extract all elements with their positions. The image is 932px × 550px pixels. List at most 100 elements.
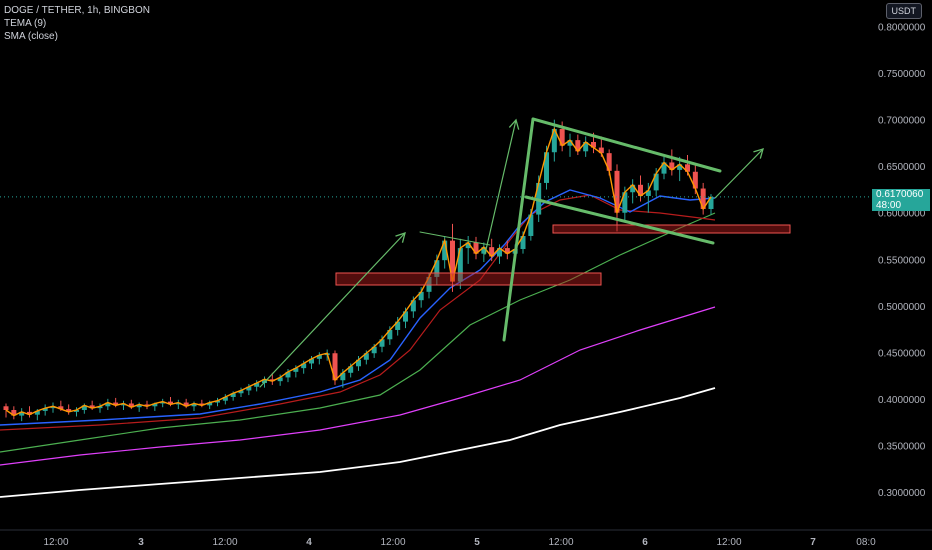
candle-body <box>630 184 636 193</box>
candle-body <box>121 403 126 406</box>
candle-body <box>528 214 534 236</box>
candle-body <box>97 406 103 409</box>
candle-body <box>316 355 322 359</box>
candle-body <box>387 329 393 340</box>
candle-body <box>575 140 581 152</box>
candle-body <box>58 406 64 410</box>
candle-body <box>19 411 25 416</box>
candle-body <box>692 171 698 189</box>
y-tick-label: 0.3000000 <box>878 488 926 499</box>
candle-body <box>230 393 236 397</box>
candle-body <box>277 377 283 382</box>
candle-body <box>89 405 95 409</box>
trend-arrow-1-head <box>395 232 406 243</box>
x-tick-label: 5 <box>474 537 480 548</box>
candle-body <box>700 188 706 209</box>
y-tick-label: 0.3500000 <box>878 441 926 452</box>
candle-body <box>418 291 424 301</box>
candle-body <box>222 396 228 401</box>
candle-body <box>379 339 385 347</box>
symbol-title[interactable]: DOGE / TETHER, 1h, BINGBON <box>4 5 150 16</box>
candle-body <box>504 248 510 254</box>
support-zone-lower <box>335 272 602 286</box>
x-tick-label: 4 <box>306 537 312 548</box>
x-tick-label: 12:00 <box>43 537 68 548</box>
x-tick-label: 12:00 <box>212 537 237 548</box>
candle-body <box>160 401 166 404</box>
candle-body <box>410 300 416 312</box>
candle-body <box>685 164 690 172</box>
candle-body <box>301 363 307 369</box>
trend-arrow-3 <box>714 148 764 199</box>
candle-body <box>403 311 408 322</box>
candle-body <box>309 358 314 364</box>
candle-body <box>144 404 150 407</box>
candle-body <box>207 402 213 406</box>
tema-line <box>5 127 712 417</box>
candle-body <box>152 403 158 407</box>
candle-body <box>371 346 377 354</box>
candle-body <box>332 353 338 381</box>
trend-arrow-3-head <box>753 148 764 159</box>
tema-legend-item[interactable]: TEMA (9) <box>4 18 47 29</box>
ema-line <box>0 189 716 426</box>
trend-arrow-2 <box>484 119 517 255</box>
candle-body <box>363 353 369 360</box>
candle-body <box>215 400 220 403</box>
x-tick-label: 6 <box>642 537 648 548</box>
last-price-tag: 0.6170060 48:00 <box>872 189 930 211</box>
candle-body <box>136 404 142 408</box>
candle-body <box>457 248 463 282</box>
candle-body <box>591 141 596 148</box>
candle-body <box>559 128 565 146</box>
candle-body <box>434 260 440 277</box>
y-tick-label: 0.7000000 <box>878 116 926 127</box>
sma-legend-item[interactable]: SMA (close) <box>4 31 58 42</box>
candle-body <box>489 247 495 257</box>
x-tick-label: 7 <box>810 537 816 548</box>
candle-body <box>113 402 119 406</box>
channel-bottom-line <box>524 195 715 245</box>
candle-body <box>567 140 573 146</box>
candle-body <box>638 184 643 196</box>
candle-body <box>175 402 181 405</box>
y-tick-label: 0.4000000 <box>878 395 926 406</box>
candle-body <box>708 196 714 209</box>
candle-body <box>254 383 260 387</box>
candle-body <box>465 242 471 249</box>
candle-body <box>356 359 361 367</box>
candle-body <box>497 248 502 257</box>
candle-body <box>583 141 589 152</box>
x-tick-label: 3 <box>138 537 144 548</box>
y-tick-label: 0.5500000 <box>878 255 926 266</box>
currency-button[interactable]: USDT <box>885 3 922 19</box>
candle-body <box>262 379 267 384</box>
candle-body <box>74 410 79 412</box>
candle-body <box>340 372 346 381</box>
x-tick-label: 12:00 <box>716 537 741 548</box>
candle-body <box>269 379 275 382</box>
candle-body <box>105 402 111 407</box>
candle-body <box>551 128 557 153</box>
candle-body <box>473 242 479 254</box>
candle-body <box>191 403 197 407</box>
candle-body <box>645 190 651 196</box>
candle-body <box>285 371 291 378</box>
candle-body <box>293 368 299 372</box>
y-tick-label: 0.7500000 <box>878 69 926 80</box>
candle-body <box>199 403 205 406</box>
candle-body <box>42 408 48 411</box>
candle-body <box>348 366 354 373</box>
candle-body <box>34 410 40 415</box>
pole-line <box>502 117 535 342</box>
trend-arrow-1 <box>259 232 406 388</box>
candle-body <box>50 406 56 409</box>
x-tick-label: 12:00 <box>548 537 573 548</box>
candle-body <box>653 173 659 191</box>
candle-body <box>128 403 134 408</box>
candle-body <box>168 401 173 405</box>
chart-legend: DOGE / TETHER, 1h, BINGBON TEMA (9) SMA … <box>4 4 150 43</box>
candle-body <box>669 162 675 170</box>
candle-body <box>661 162 667 174</box>
